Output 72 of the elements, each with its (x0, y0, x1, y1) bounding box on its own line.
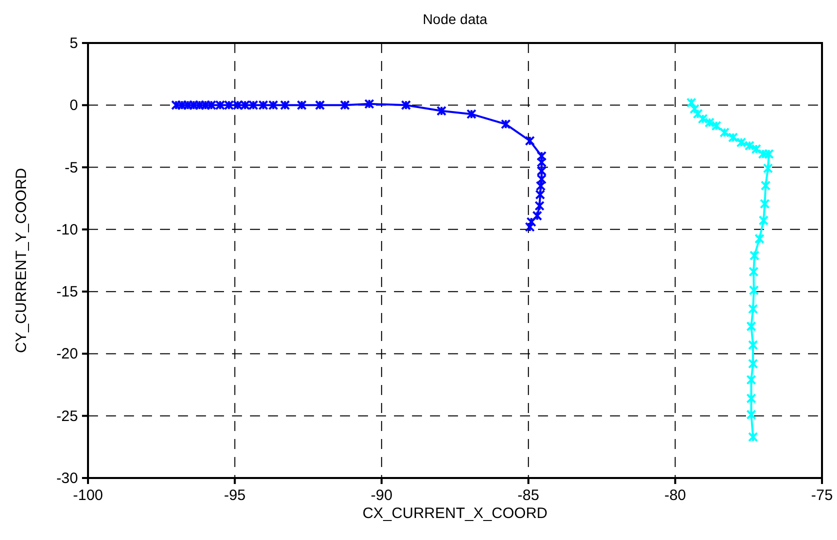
point (748, 266, 759, 277)
point (176, 100, 187, 110)
y-axis-title: CY_CURRENT_Y_COORD (13, 168, 30, 354)
point (224, 100, 234, 110)
point (748, 340, 758, 350)
y-tick-label: -15 (56, 284, 78, 301)
y-tick-label: -30 (56, 470, 78, 487)
point (748, 304, 758, 314)
point (532, 210, 542, 221)
point (711, 120, 722, 131)
point (536, 157, 547, 168)
point (748, 358, 758, 369)
point (500, 119, 511, 130)
point (268, 100, 278, 110)
y-tick-label: -25 (56, 408, 78, 425)
point (746, 410, 756, 420)
point (736, 137, 746, 148)
point (758, 148, 768, 159)
point (280, 100, 290, 110)
point (248, 100, 258, 110)
point (536, 166, 547, 176)
x-tick-label: -80 (664, 487, 686, 504)
point (728, 132, 738, 142)
point (296, 100, 307, 110)
point (751, 144, 762, 154)
point (314, 100, 325, 110)
point (720, 127, 730, 138)
point (754, 234, 764, 244)
point (536, 174, 547, 184)
point (536, 180, 546, 191)
point (764, 148, 774, 159)
point (760, 180, 771, 191)
point (749, 250, 760, 261)
point (758, 215, 769, 226)
x-axis-title: CX_CURRENT_X_COORD (362, 505, 548, 522)
y-tick-label: -5 (64, 159, 78, 176)
point (340, 100, 350, 110)
point (364, 98, 374, 109)
point (534, 200, 545, 211)
point (182, 100, 193, 110)
point (760, 198, 770, 209)
x-tick-label: -85 (518, 487, 540, 504)
point (215, 100, 226, 110)
x-tick-label: -75 (811, 487, 833, 504)
y-tick-label: 5 (70, 35, 78, 52)
point (436, 106, 446, 116)
point (232, 100, 243, 110)
y-tick-label: -10 (56, 221, 78, 238)
x-tick-label: -95 (224, 487, 246, 504)
point (762, 163, 773, 174)
point (240, 100, 250, 110)
point (524, 136, 535, 146)
point (535, 190, 546, 200)
point (258, 100, 268, 110)
point (466, 109, 476, 120)
point (748, 285, 759, 296)
x-tick-label: -100 (72, 487, 104, 504)
chart-title: Node data (422, 11, 488, 27)
point (206, 100, 216, 110)
y-tick-label: 0 (70, 97, 78, 114)
y-tick-label: -20 (56, 346, 78, 363)
point (744, 140, 754, 151)
point (746, 393, 756, 404)
point (194, 100, 205, 110)
point (536, 151, 547, 162)
point (746, 374, 756, 385)
point (400, 100, 411, 110)
point (188, 100, 199, 110)
x-tick-label: -90 (370, 487, 392, 504)
point (704, 118, 715, 128)
point (200, 100, 210, 110)
point (746, 321, 756, 332)
